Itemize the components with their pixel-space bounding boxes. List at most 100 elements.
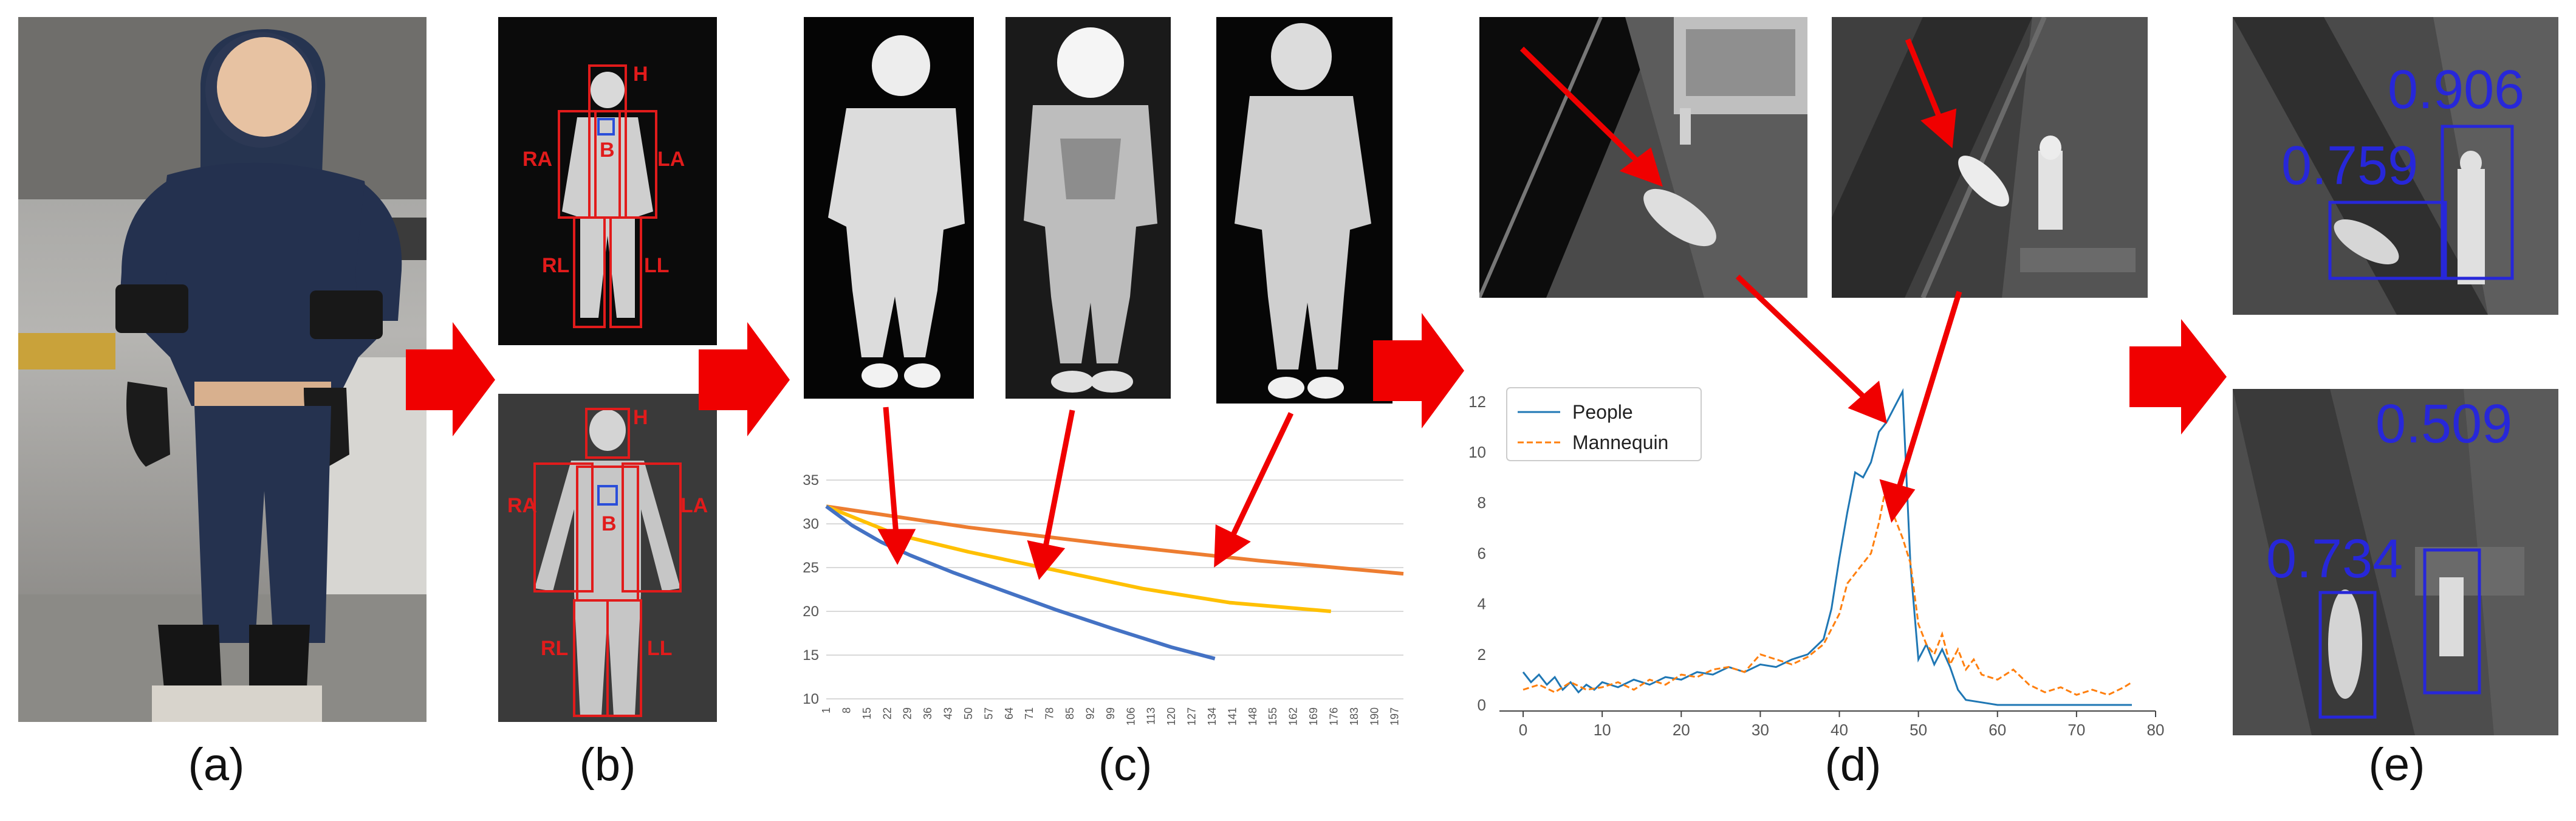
caption-e: (e) <box>2368 739 2425 791</box>
x-tick-c-24: 169 <box>1307 707 1320 726</box>
label-right-leg-2: RL <box>541 637 568 660</box>
arrow-head-d2 <box>1920 108 1957 149</box>
block-arrow-c-d <box>1373 313 1464 428</box>
y-tick-c-2: 20 <box>803 603 819 620</box>
series-line-d-1 <box>1523 482 2132 696</box>
block-arrow-d-e <box>2129 319 2227 435</box>
legend-d: People Mannequin <box>1506 387 1702 461</box>
x-tick-d-0: 0 <box>1519 721 1527 739</box>
score-bottom-right: 0.509 <box>2376 394 2512 455</box>
label-head: H <box>633 63 648 86</box>
detection-frame-bottom: 0.509 0.734 <box>2233 389 2558 735</box>
arrow-head-d1 <box>1619 147 1663 187</box>
x-tick-c-8: 57 <box>982 707 995 720</box>
x-tick-c-26: 183 <box>1348 707 1360 726</box>
series-line-c-2 <box>825 504 1216 661</box>
arrow-head-c3 <box>1214 524 1251 568</box>
x-tick-c-19: 134 <box>1206 707 1218 726</box>
y-tick-c-3: 25 <box>803 560 819 576</box>
y-tick-c-5: 35 <box>803 472 819 489</box>
arrow-head-c1 <box>877 529 916 565</box>
thermal-region-bottom: H RA LA B RL LL <box>498 394 717 722</box>
x-tick-c-17: 120 <box>1165 707 1177 726</box>
label-right-arm: RA <box>522 148 552 171</box>
y-tick-c-4: 30 <box>803 516 819 532</box>
legend-label-1: Mannequin <box>1572 431 1668 453</box>
block-arrow-a-b <box>406 322 495 436</box>
x-tick-d-5: 50 <box>1910 721 1927 739</box>
thermal-body-1 <box>804 17 974 399</box>
thermal-body-3 <box>1216 17 1392 404</box>
score-top-left: 0.759 <box>2281 136 2418 196</box>
label-left-leg: LL <box>644 254 670 277</box>
x-tick-d-2: 20 <box>1673 721 1690 739</box>
arrow-head-d3 <box>1848 380 1887 424</box>
label-head-2: H <box>633 406 648 429</box>
x-tick-c-4: 29 <box>902 707 914 720</box>
caption-d: (d) <box>1824 739 1882 791</box>
x-tick-c-20: 141 <box>1226 707 1238 726</box>
x-tick-c-12: 85 <box>1064 707 1076 720</box>
label-left-leg-2: LL <box>647 637 673 660</box>
label-left-arm: LA <box>657 148 685 171</box>
cooling-curve-chart: 10 15 20 25 30 35 1 8 15 22 29 36 43 50 57 64 71 78 85 92 99… <box>784 462 1416 747</box>
thermal-region-top: H RA LA B RL LL <box>498 17 717 345</box>
caption-a: (a) <box>188 739 245 791</box>
score-bottom-left: 0.734 <box>2266 529 2403 589</box>
label-body: B <box>600 139 615 162</box>
y-tick-d-4: 8 <box>1478 493 1486 512</box>
x-tick-c-11: 78 <box>1044 707 1056 720</box>
x-tick-c-6: 43 <box>942 707 954 720</box>
x-tick-d-6: 60 <box>1989 721 2006 739</box>
x-tick-c-9: 64 <box>1003 707 1015 720</box>
label-right-arm-2: RA <box>507 494 537 517</box>
block-arrow-b-c <box>699 322 790 436</box>
y-tick-c-0: 10 <box>803 691 819 707</box>
x-tick-c-23: 162 <box>1287 707 1300 726</box>
detection-count-chart: 0 2 4 6 8 10 12 0 10 20 30 40 50 60 70 80 People Mannequi… <box>1457 377 2174 754</box>
x-tick-c-21: 148 <box>1247 707 1259 726</box>
arrow-head-d4 <box>1879 479 1916 523</box>
surveillance-frame-2 <box>1832 17 2148 298</box>
x-tick-c-1: 8 <box>840 707 852 713</box>
x-tick-c-15: 106 <box>1125 707 1137 726</box>
x-tick-c-25: 176 <box>1327 707 1340 726</box>
y-tick-d-0: 0 <box>1478 696 1486 714</box>
label-right-leg: RL <box>542 254 569 277</box>
caption-b: (b) <box>579 739 636 791</box>
x-tick-d-1: 10 <box>1594 721 1611 739</box>
x-tick-c-3: 22 <box>881 707 893 720</box>
series-line-d-0 <box>1522 388 2132 706</box>
y-tick-d-6: 12 <box>1468 393 1486 411</box>
label-left-arm-2: LA <box>680 494 708 517</box>
x-tick-c-27: 190 <box>1368 707 1380 726</box>
x-tick-c-0: 1 <box>820 707 832 713</box>
x-tick-d-4: 40 <box>1831 721 1848 739</box>
y-tick-d-2: 4 <box>1478 595 1486 613</box>
x-tick-d-8: 80 <box>2147 721 2165 739</box>
y-tick-d-1: 2 <box>1478 645 1486 664</box>
x-tick-c-13: 92 <box>1084 707 1096 720</box>
label-body-2: B <box>601 512 617 535</box>
arrow-head-c2 <box>1027 540 1066 580</box>
caption-c: (c) <box>1098 739 1153 791</box>
x-tick-c-10: 71 <box>1023 707 1035 720</box>
thermal-body-2 <box>1005 17 1171 399</box>
x-tick-c-18: 127 <box>1186 707 1198 726</box>
detection-frame-top: 0.906 0.759 <box>2233 17 2558 315</box>
series-line-c-0 <box>826 504 1404 576</box>
legend-label-0: People <box>1572 401 1633 423</box>
score-top-right: 0.906 <box>2388 60 2524 120</box>
x-tick-c-14: 99 <box>1105 707 1117 720</box>
x-tick-c-16: 113 <box>1145 707 1157 725</box>
y-tick-d-3: 6 <box>1478 544 1486 562</box>
x-tick-c-2: 15 <box>861 707 873 720</box>
x-tick-c-7: 50 <box>962 707 975 720</box>
x-tick-d-7: 70 <box>2067 721 2085 739</box>
x-tick-d-3: 30 <box>1752 721 1769 739</box>
x-tick-c-28: 197 <box>1389 707 1401 726</box>
y-tick-c-1: 15 <box>803 647 819 664</box>
y-tick-d-5: 10 <box>1468 443 1486 461</box>
x-tick-c-22: 155 <box>1267 707 1279 726</box>
